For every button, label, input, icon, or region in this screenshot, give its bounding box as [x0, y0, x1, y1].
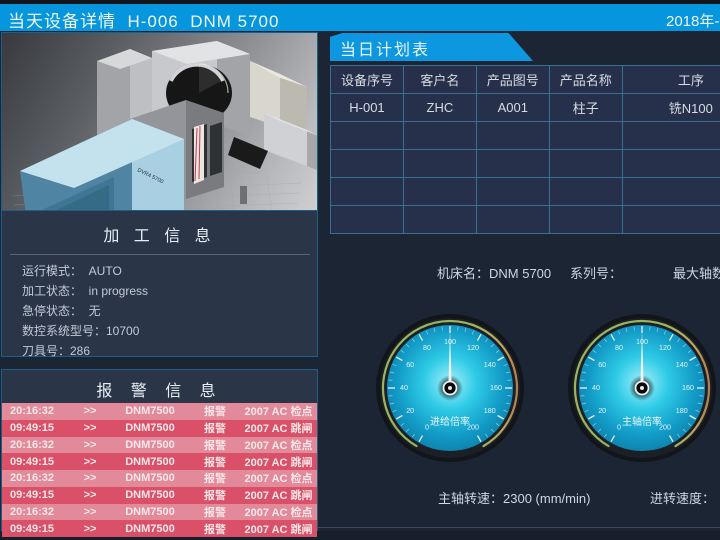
svg-text:140: 140: [484, 360, 496, 369]
svg-text:20: 20: [406, 406, 414, 415]
svg-text:0: 0: [425, 423, 429, 432]
svg-text:20: 20: [598, 406, 606, 415]
svg-text:0: 0: [617, 423, 621, 432]
svg-text:80: 80: [423, 343, 431, 352]
svg-text:160: 160: [682, 383, 694, 392]
svg-text:140: 140: [676, 360, 688, 369]
svg-text:60: 60: [598, 360, 606, 369]
svg-text:180: 180: [676, 406, 688, 415]
svg-text:180: 180: [484, 406, 496, 415]
svg-text:160: 160: [490, 383, 502, 392]
svg-text:40: 40: [400, 383, 408, 392]
svg-text:进给倍率: 进给倍率: [430, 415, 470, 428]
svg-text:120: 120: [659, 343, 671, 352]
svg-text:40: 40: [592, 383, 600, 392]
svg-text:60: 60: [406, 360, 414, 369]
svg-text:80: 80: [615, 343, 623, 352]
svg-text:120: 120: [467, 343, 479, 352]
svg-text:主轴倍率: 主轴倍率: [622, 415, 662, 428]
